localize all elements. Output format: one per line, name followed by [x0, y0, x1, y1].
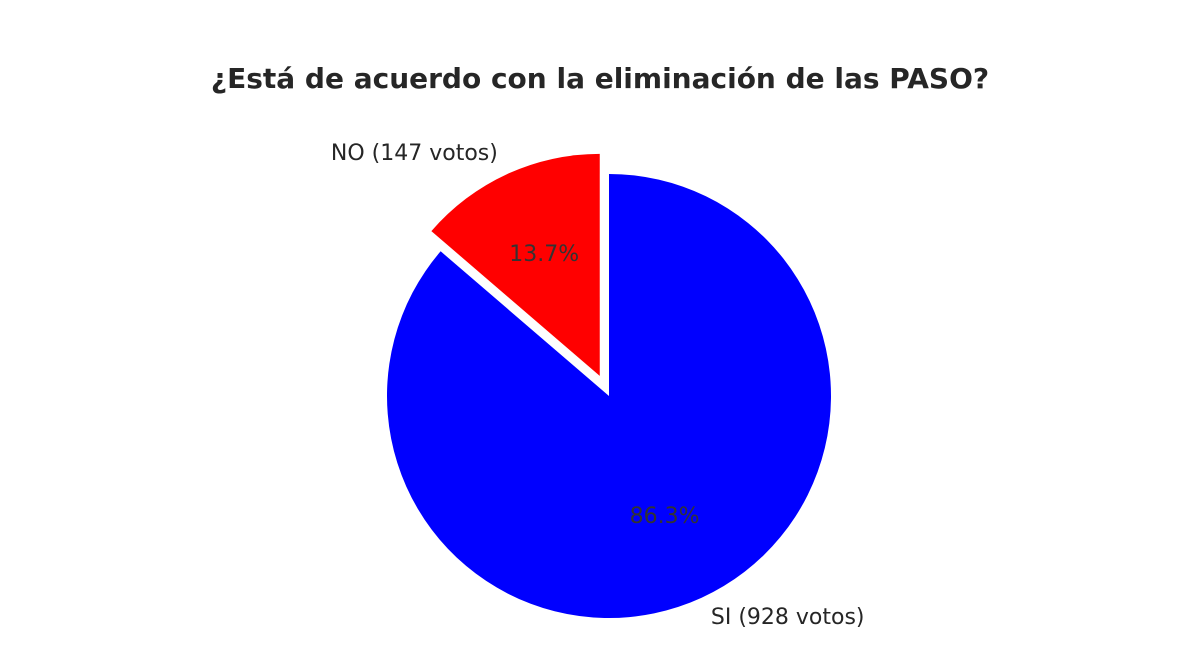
slice-label: SI (928 votos) — [711, 605, 865, 630]
chart-title: ¿Está de acuerdo con la eliminación de l… — [211, 62, 989, 95]
pie-slice — [386, 174, 831, 618]
slice-label: NO (147 votos) — [331, 141, 498, 166]
pie-slice — [431, 153, 600, 376]
percent-label: 13.7% — [509, 242, 579, 267]
percent-label: 86.3% — [630, 504, 700, 529]
